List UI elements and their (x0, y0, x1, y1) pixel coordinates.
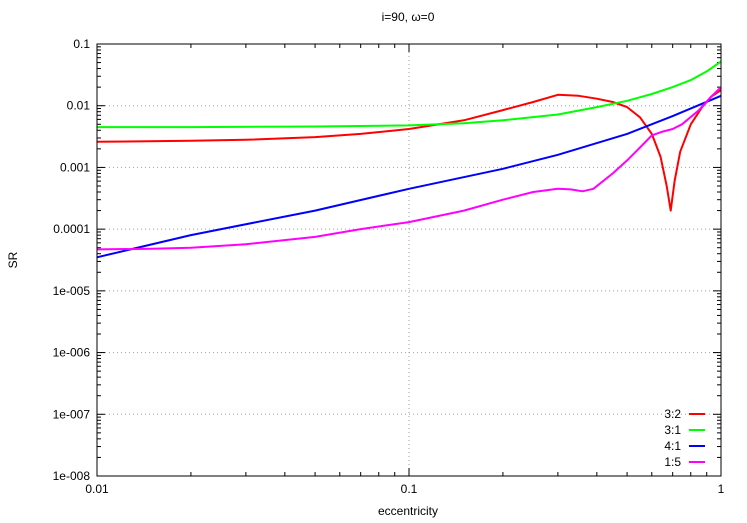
x-tick-label: 0.1 (401, 482, 418, 496)
y-tick-label: 0.01 (67, 99, 91, 113)
legend-label: 3:2 (664, 407, 681, 421)
y-tick-label: 1e-005 (53, 284, 91, 298)
series-line-4-1 (96, 94, 722, 259)
x-tick-label: 0.01 (85, 482, 109, 496)
legend-label: 1:5 (664, 455, 681, 469)
y-tick-label: 1e-007 (53, 407, 91, 421)
plot-frame (96, 43, 722, 477)
axis-ticks: 0.01 0.1 1 1e-008 1e-007 1e-006 1e-005 0.0001 0.… (53, 37, 725, 496)
y-tick-label: 1e-008 (53, 469, 91, 483)
series-line-3-1 (97, 60, 722, 129)
series-line-1-5 (96, 86, 722, 251)
y-tick-label: 1e-006 (53, 346, 91, 360)
grid (97, 44, 721, 476)
chart-title: i=90, ω=0 (382, 10, 435, 24)
series-line-3-2 (96, 89, 722, 212)
y-axis-title: SR (6, 251, 20, 268)
legend-label: 3:1 (664, 423, 681, 437)
y-tick-label: 0.001 (60, 160, 90, 174)
y-tick-label: 0.0001 (53, 222, 90, 236)
x-axis-title: eccentricity (378, 504, 438, 518)
y-tick-label: 0.1 (73, 37, 90, 51)
x-tick-label: 1 (718, 482, 725, 496)
series-group (96, 60, 722, 259)
legend-label: 4:1 (664, 439, 681, 453)
legend: 3:2 3:1 4:1 1:5 (664, 407, 705, 469)
